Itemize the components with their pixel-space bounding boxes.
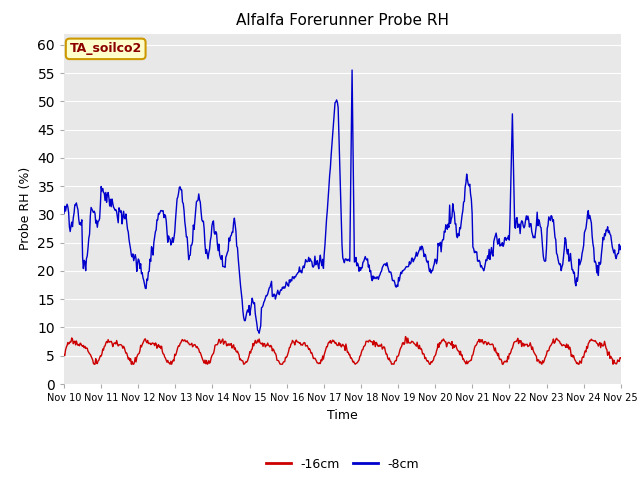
X-axis label: Time: Time <box>327 408 358 421</box>
Legend: -16cm, -8cm: -16cm, -8cm <box>260 453 424 476</box>
Text: TA_soilco2: TA_soilco2 <box>70 42 142 55</box>
Y-axis label: Probe RH (%): Probe RH (%) <box>19 167 32 251</box>
Title: Alfalfa Forerunner Probe RH: Alfalfa Forerunner Probe RH <box>236 13 449 28</box>
